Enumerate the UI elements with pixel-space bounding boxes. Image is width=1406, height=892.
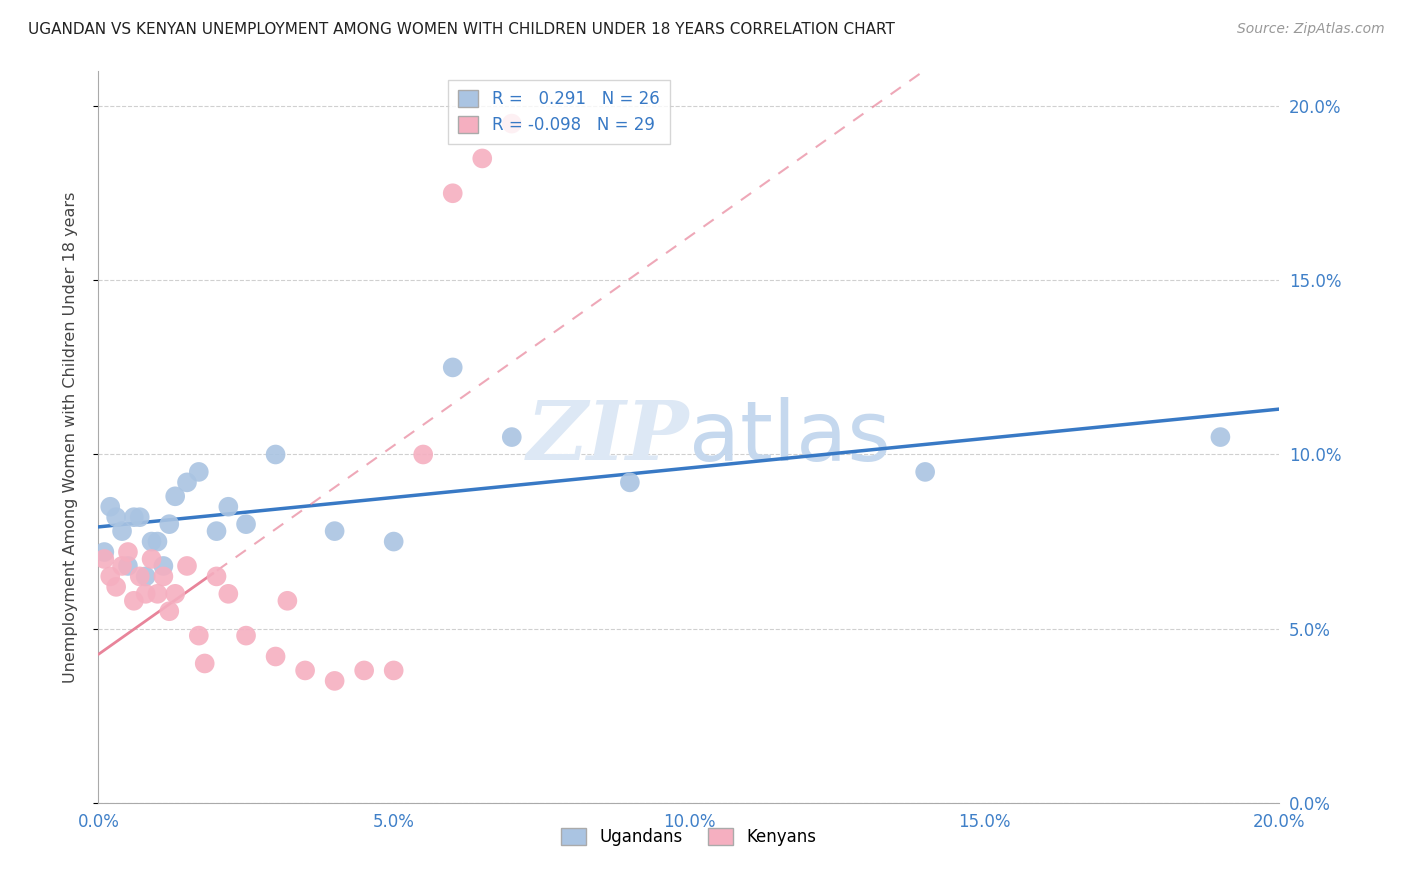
Point xyxy=(157,604,180,618)
Point xyxy=(165,489,187,503)
Point xyxy=(235,517,257,532)
Text: UGANDAN VS KENYAN UNEMPLOYMENT AMONG WOMEN WITH CHILDREN UNDER 18 YEARS CORRELAT: UGANDAN VS KENYAN UNEMPLOYMENT AMONG WOM… xyxy=(28,22,896,37)
Point xyxy=(501,430,523,444)
Text: ZIP: ZIP xyxy=(526,397,689,477)
Point xyxy=(441,186,464,201)
Point xyxy=(105,580,128,594)
Point xyxy=(205,569,228,583)
Point xyxy=(128,569,150,583)
Point xyxy=(382,664,405,678)
Point xyxy=(471,152,494,166)
Point xyxy=(135,587,157,601)
Point xyxy=(128,510,150,524)
Point xyxy=(323,673,346,688)
Point xyxy=(117,558,139,573)
Point xyxy=(141,552,163,566)
Point xyxy=(914,465,936,479)
Point xyxy=(157,517,180,532)
Point xyxy=(135,569,157,583)
Point xyxy=(1209,430,1232,444)
Point xyxy=(176,475,198,490)
Point xyxy=(187,465,209,479)
Point xyxy=(235,629,257,643)
Point xyxy=(353,664,375,678)
Text: atlas: atlas xyxy=(689,397,890,477)
Point xyxy=(217,587,239,601)
Point xyxy=(117,545,139,559)
Point xyxy=(122,594,145,608)
Point xyxy=(187,629,209,643)
Point xyxy=(294,664,316,678)
Point xyxy=(217,500,239,514)
Point xyxy=(264,448,287,462)
Point xyxy=(152,569,174,583)
Point xyxy=(111,558,134,573)
Point xyxy=(323,524,346,538)
Legend: Ugandans, Kenyans: Ugandans, Kenyans xyxy=(555,822,823,853)
Point xyxy=(146,587,169,601)
Point xyxy=(93,545,115,559)
Point xyxy=(264,649,287,664)
Point xyxy=(194,657,217,671)
Point xyxy=(501,117,523,131)
Point xyxy=(98,569,121,583)
Point xyxy=(98,500,121,514)
Point xyxy=(412,448,434,462)
Y-axis label: Unemployment Among Women with Children Under 18 years: Unemployment Among Women with Children U… xyxy=(63,192,77,682)
Point xyxy=(441,360,464,375)
Point xyxy=(152,558,174,573)
Point xyxy=(93,552,115,566)
Point xyxy=(205,524,228,538)
Point xyxy=(146,534,169,549)
Point xyxy=(382,534,405,549)
Text: Source: ZipAtlas.com: Source: ZipAtlas.com xyxy=(1237,22,1385,37)
Point xyxy=(619,475,641,490)
Point xyxy=(276,594,298,608)
Point xyxy=(105,510,128,524)
Point xyxy=(141,534,163,549)
Point xyxy=(165,587,187,601)
Point xyxy=(122,510,145,524)
Point xyxy=(111,524,134,538)
Point xyxy=(176,558,198,573)
